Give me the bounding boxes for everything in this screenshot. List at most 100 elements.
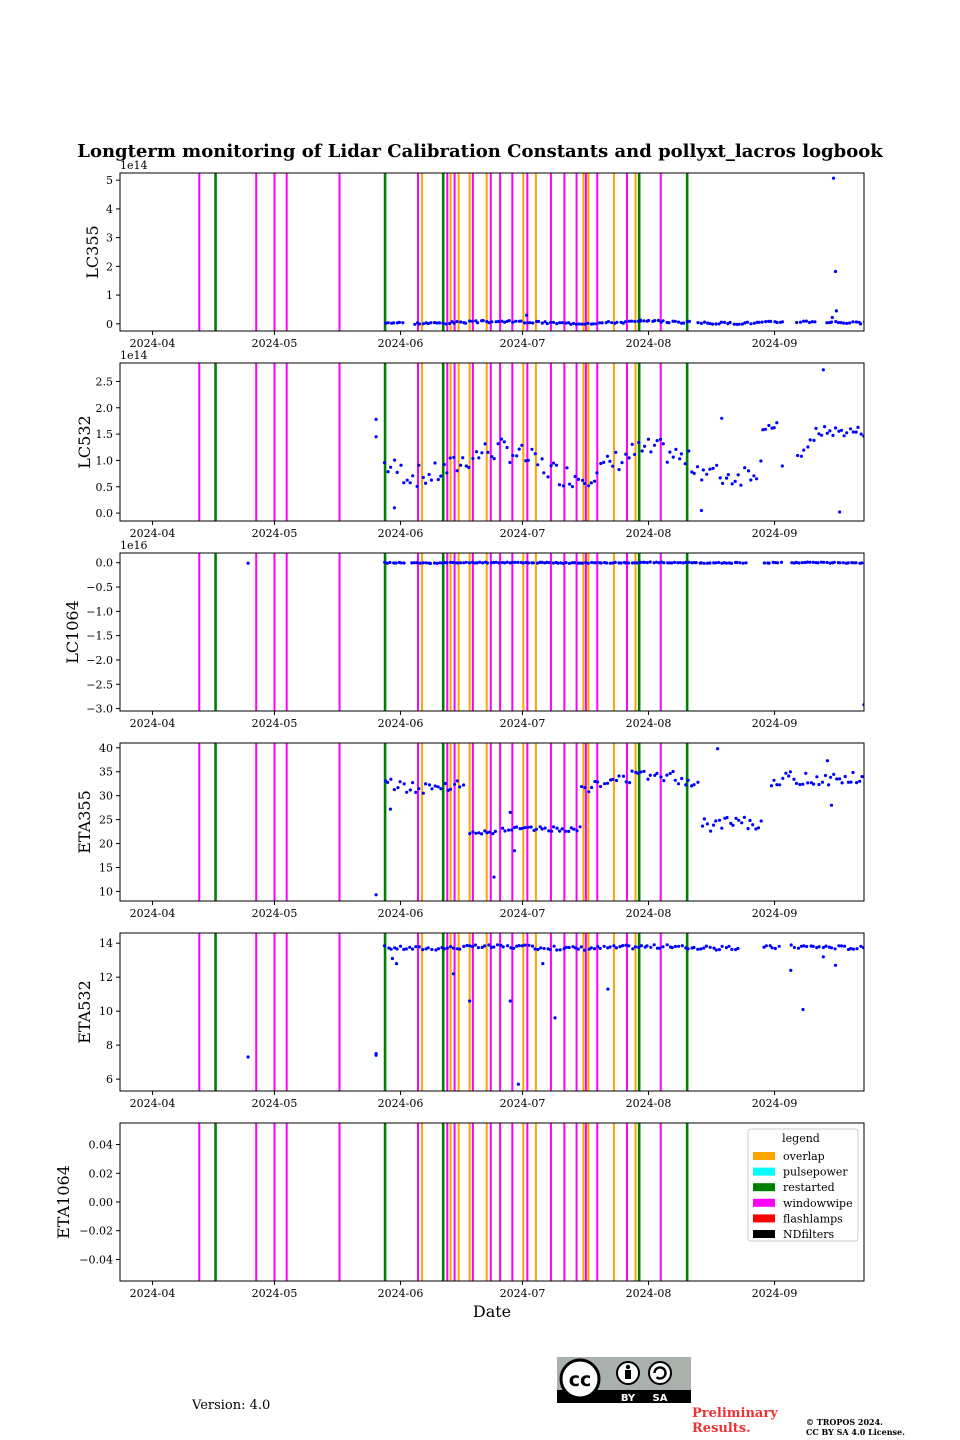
data-point <box>526 825 530 829</box>
data-point <box>653 773 657 778</box>
x-tick-label: 2024-07 <box>500 717 546 730</box>
data-point <box>734 816 738 820</box>
y-tick-label: 1 <box>106 289 113 302</box>
data-point <box>729 821 733 826</box>
data-point <box>438 561 442 565</box>
y-axis-exponent: 1e14 <box>120 349 148 362</box>
data-point <box>421 791 425 795</box>
event-lines <box>198 1123 689 1281</box>
data-point <box>436 947 441 951</box>
data-point <box>648 560 652 564</box>
data-point <box>653 319 657 323</box>
data-point <box>395 947 399 951</box>
data-point <box>434 948 438 952</box>
data-point <box>821 368 825 372</box>
data-point <box>627 944 631 948</box>
data-point <box>681 561 686 565</box>
panel-frame <box>119 932 865 1092</box>
x-tick-label: 2024-04 <box>130 527 176 540</box>
y-tick-label: 4 <box>106 203 113 216</box>
data-point <box>827 783 831 787</box>
data-point <box>565 466 569 470</box>
data-point <box>594 561 598 565</box>
data-point <box>578 825 582 829</box>
data-point <box>417 322 422 326</box>
data-point <box>516 1082 521 1086</box>
data-point <box>649 945 653 949</box>
data-point <box>390 956 394 961</box>
data-point <box>573 946 578 950</box>
data-point <box>686 778 690 782</box>
x-tick-label: 2024-07 <box>500 337 546 350</box>
y-tick-label: −0.5 <box>86 581 113 594</box>
data-point <box>450 320 454 324</box>
data-point <box>725 476 729 480</box>
data-point <box>739 483 743 487</box>
event-lines <box>198 553 689 711</box>
data-point <box>388 560 392 565</box>
data-point <box>637 440 641 445</box>
data-point <box>684 783 688 787</box>
data-point <box>471 830 475 834</box>
data-point <box>605 561 609 565</box>
x-tick-label: 2024-07 <box>500 907 546 920</box>
data-point <box>392 321 396 325</box>
data-point <box>517 944 521 948</box>
data-point <box>858 779 862 783</box>
data-point <box>704 944 709 948</box>
data-point <box>696 780 700 784</box>
data-point <box>564 321 568 325</box>
data-point <box>583 322 587 326</box>
data-point <box>510 560 515 565</box>
data-point <box>642 769 646 774</box>
data-point <box>611 464 615 468</box>
data-point <box>646 777 650 781</box>
data-point <box>755 477 759 481</box>
data-point <box>701 468 705 472</box>
preliminary-note: Preliminary Results. <box>692 1406 778 1436</box>
data-point <box>448 787 453 791</box>
data-point <box>611 561 615 565</box>
data-point <box>715 463 719 467</box>
data-point <box>677 944 681 948</box>
data-point <box>745 320 750 324</box>
data-point <box>421 948 425 952</box>
data-point <box>821 945 826 950</box>
data-point <box>410 947 415 951</box>
data-point <box>778 783 782 787</box>
data-point <box>583 786 587 790</box>
data-point <box>620 461 624 465</box>
x-tick-label: 2024-08 <box>626 527 672 540</box>
data-point <box>795 320 799 325</box>
data-point <box>492 457 496 461</box>
data-point <box>468 999 472 1003</box>
data-point <box>515 825 519 829</box>
data-point <box>763 427 768 431</box>
data-point <box>554 463 559 467</box>
data-point <box>813 320 817 324</box>
data-point <box>815 946 819 950</box>
x-tick-label: 2024-04 <box>130 1097 176 1110</box>
data-point <box>746 827 750 831</box>
data-point <box>424 782 428 786</box>
data-point <box>861 946 864 950</box>
data-point <box>854 320 858 324</box>
data-point <box>821 955 825 959</box>
data-point <box>570 561 575 565</box>
y-tick-label: −0.04 <box>79 1253 113 1266</box>
data-point <box>797 561 801 565</box>
data-point <box>444 322 448 326</box>
data-point <box>852 561 856 565</box>
data-point <box>814 426 818 430</box>
data-point <box>737 818 741 822</box>
data-point <box>617 774 621 778</box>
data-point <box>602 460 606 464</box>
data-point <box>552 944 556 948</box>
data-point <box>798 782 802 787</box>
x-tick-label: 2024-07 <box>500 1097 546 1110</box>
data-point <box>828 561 832 565</box>
sa-icon <box>648 1361 672 1385</box>
data-point <box>568 482 572 486</box>
data-point <box>655 771 659 776</box>
data-point <box>840 781 844 785</box>
